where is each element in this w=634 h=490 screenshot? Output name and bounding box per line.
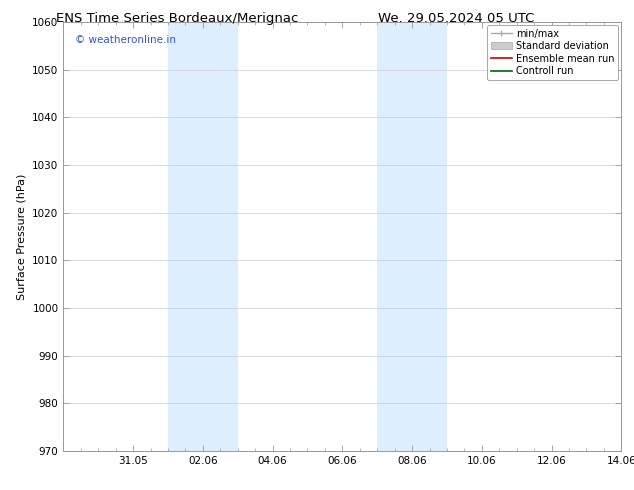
Bar [377,22,447,451]
Bar [168,22,238,451]
Text: © weatheronline.in: © weatheronline.in [75,35,176,45]
Text: We. 29.05.2024 05 UTC: We. 29.05.2024 05 UTC [378,12,534,25]
Legend: min/max, Standard deviation, Ensemble mean run, Controll run: min/max, Standard deviation, Ensemble me… [487,25,618,80]
Y-axis label: Surface Pressure (hPa): Surface Pressure (hPa) [16,173,27,299]
Text: ENS Time Series Bordeaux/Merignac: ENS Time Series Bordeaux/Merignac [56,12,299,25]
